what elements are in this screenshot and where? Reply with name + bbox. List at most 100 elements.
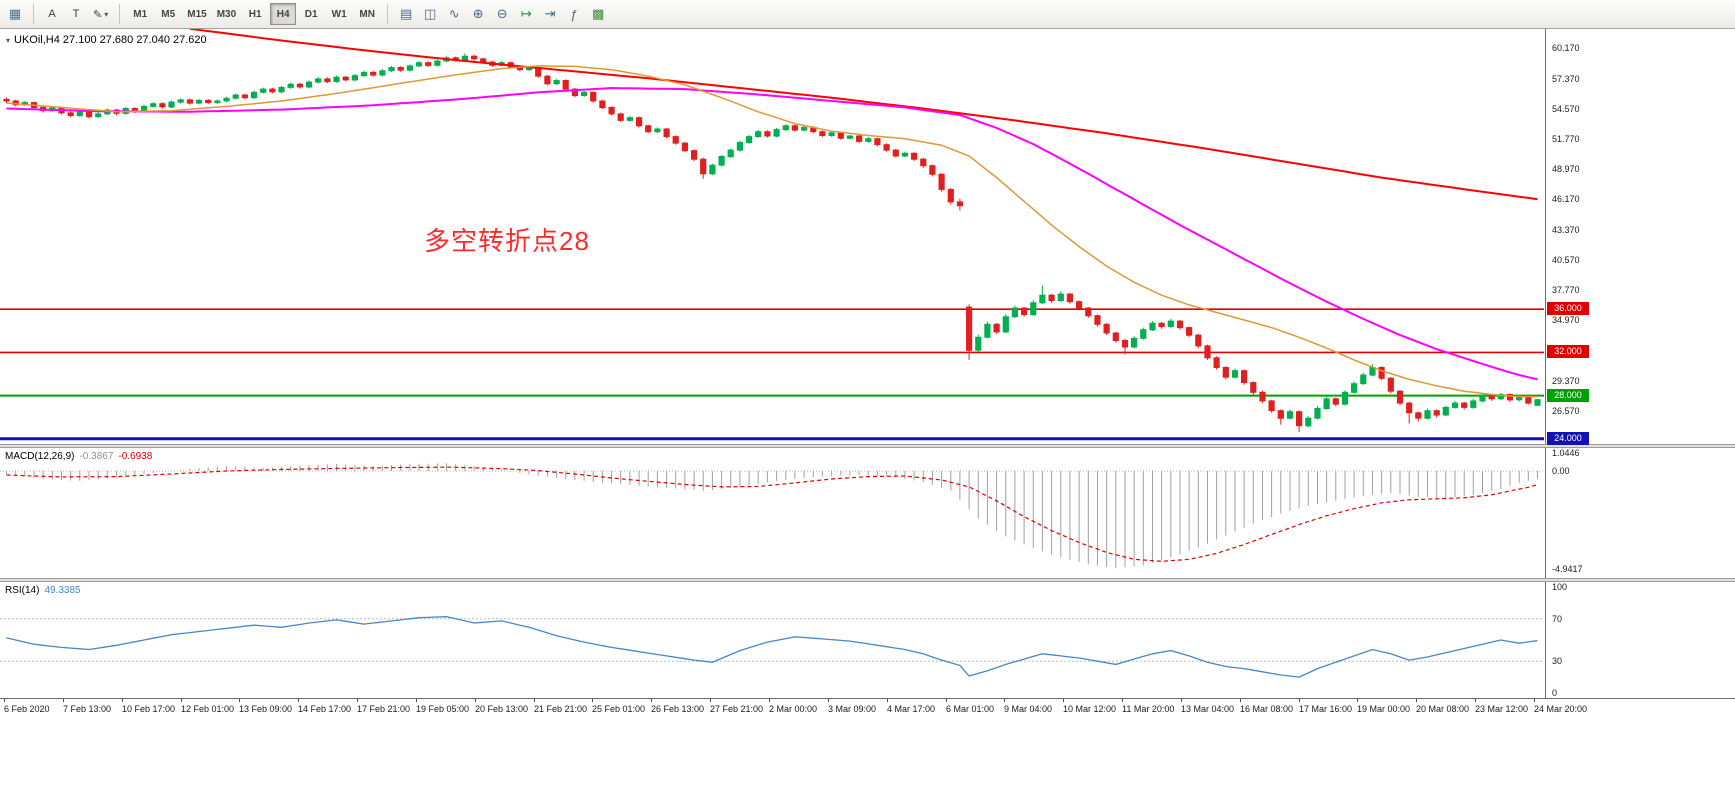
chart-ohlc-label: ▾ UKOil,H4 27.100 27.680 27.040 27.620 (6, 34, 207, 46)
time-axis-tick (181, 699, 182, 702)
price-chart-panel[interactable]: ▾ UKOil,H4 27.100 27.680 27.040 27.620 多… (0, 29, 1735, 445)
timeframe-m1[interactable]: M1 (127, 3, 153, 25)
zoom-out-icon[interactable]: ⊖ (491, 3, 513, 25)
auto-scroll-icon[interactable]: ↦ (515, 3, 537, 25)
ma-fast-orange[interactable] (6, 65, 1538, 398)
time-axis-label: 10 Mar 12:00 (1063, 704, 1117, 714)
time-axis-label: 14 Feb 17:00 (298, 704, 352, 714)
rsi-name: RSI(14) (5, 585, 40, 596)
collapse-arrow-icon[interactable]: ▾ (6, 35, 11, 45)
panel-splitter[interactable] (0, 578, 1735, 582)
chart-annotation-text[interactable]: 多空转折点28 (424, 226, 590, 256)
ma-mid-magenta[interactable] (6, 86, 1538, 381)
time-axis-label: 7 Feb 13:00 (63, 704, 112, 714)
text-tool-button[interactable]: T (65, 3, 87, 25)
timeframe-h1[interactable]: H1 (242, 3, 268, 25)
zoom-in-icon[interactable]: ⊕ (467, 3, 489, 25)
time-axis-tick (946, 699, 947, 702)
time-axis-label: 13 Feb 09:00 (239, 704, 293, 714)
time-axis-label: 24 Mar 20:00 (1534, 704, 1588, 714)
rsi-scale-label: 0 (1552, 688, 1558, 698)
price-scale-label: 43.370 (1552, 224, 1580, 235)
timeframe-w1[interactable]: W1 (326, 3, 352, 25)
price-chart-canvas[interactable] (0, 29, 1544, 444)
price-scale-label: 26.570 (1552, 405, 1580, 416)
price-scale-label: 54.570 (1552, 103, 1580, 114)
macd-scale[interactable]: 1.0446 0.00 -4.9417 (1545, 448, 1735, 578)
time-axis-label: 27 Feb 21:00 (710, 704, 764, 714)
time-axis[interactable]: 6 Feb 2020 7 Feb 13:00 10 Feb 17:00 12 Feb … (0, 698, 1735, 721)
rsi-scale-label: 30 (1552, 656, 1563, 667)
macd-scale-label: 1.0446 (1552, 448, 1580, 458)
time-axis-tick (1416, 699, 1417, 702)
toolbar-separator (387, 4, 389, 24)
price-scale-label: 57.370 (1552, 73, 1580, 84)
horizontal-level-lines[interactable] (0, 308, 1544, 441)
macd-signal-line[interactable] (6, 466, 1538, 562)
time-axis-label: 26 Feb 13:00 (651, 704, 705, 714)
rsi-panel[interactable]: RSI(14) 49.3385 100 70 30 0 (0, 582, 1735, 698)
time-axis-tick (63, 699, 64, 702)
price-line-badge-28.000: 28.000 (1547, 389, 1589, 402)
time-axis-label: 17 Feb 21:00 (357, 704, 411, 714)
macd-label: MACD(12,26,9) -0.3867 -0.6938 (5, 451, 152, 462)
price-scale-label: 40.570 (1552, 254, 1580, 265)
timeframe-d1[interactable]: D1 (298, 3, 324, 25)
macd-signal-value: -0.6938 (118, 451, 153, 462)
rsi-line[interactable] (6, 616, 1538, 678)
time-axis-tick (1181, 699, 1182, 702)
time-axis-tick (239, 699, 240, 702)
time-axis-tick (1534, 699, 1535, 702)
time-axis-label: 6 Mar 01:00 (946, 704, 995, 714)
drawing-tools-dropdown[interactable]: ✎ ▾ (89, 3, 112, 25)
symbol-ohlc-text: UKOil,H4 27.100 27.680 27.040 27.620 (14, 34, 207, 46)
price-scale[interactable]: 36.000 32.000 28.000 24.000 60.170 57.370 54.5… (1545, 29, 1735, 445)
macd-panel[interactable]: MACD(12,26,9) -0.3867 -0.6938 1.0446 0.00 -4… (0, 448, 1735, 578)
price-scale-label: 29.370 (1552, 375, 1580, 386)
time-axis-label: 13 Mar 04:00 (1181, 704, 1235, 714)
rsi-scale-label: 100 (1552, 582, 1568, 592)
time-axis-tick (475, 699, 476, 702)
time-axis-label: 4 Mar 17:00 (887, 704, 936, 714)
time-axis-label: 3 Mar 09:00 (828, 704, 877, 714)
time-axis-tick (592, 699, 593, 702)
candlestick-chart-icon[interactable]: ◫ (419, 3, 441, 25)
price-scale-label: 34.970 (1552, 315, 1580, 326)
market-watch-icon[interactable]: ▦ (4, 3, 26, 25)
time-axis-tick (887, 699, 888, 702)
time-axis-label: 16 Mar 08:00 (1240, 704, 1294, 714)
price-scale-label: 48.970 (1552, 164, 1580, 175)
time-axis-label: 12 Feb 01:00 (181, 704, 235, 714)
rsi-scale[interactable]: 100 70 30 0 (1545, 582, 1735, 698)
chevron-down-icon: ▾ (104, 9, 109, 19)
ma-slow-red[interactable] (189, 29, 1538, 201)
line-chart-icon[interactable]: ∿ (443, 3, 465, 25)
time-axis-tick (4, 699, 5, 702)
time-axis-label: 6 Feb 2020 (4, 704, 50, 714)
macd-histogram (6, 463, 1538, 569)
time-axis-tick (534, 699, 535, 702)
toolbar: ▦ A T ✎ ▾ M1 M5 M15 M30 H1 H4 D1 W1 MN ▤ ◫ ∿ ⊕ ⊖ ↦ ⇥ ƒ ▩ (0, 0, 1735, 29)
timeframe-mn[interactable]: MN (354, 3, 380, 25)
rsi-canvas[interactable] (0, 582, 1544, 698)
chart-shift-icon[interactable]: ⇥ (539, 3, 561, 25)
grid-icon[interactable]: ▩ (587, 3, 609, 25)
timeframe-m15[interactable]: M15 (183, 3, 210, 25)
toolbar-separator (119, 4, 121, 24)
time-axis-tick (122, 699, 123, 702)
rsi-value: 49.3385 (44, 585, 81, 596)
candles-group (3, 53, 1541, 433)
timeframe-h4[interactable]: H4 (270, 3, 297, 25)
timeframe-m5[interactable]: M5 (155, 3, 181, 25)
macd-canvas[interactable] (0, 448, 1544, 578)
timeframe-m30[interactable]: M30 (213, 3, 240, 25)
arrow-tool-button[interactable]: A (41, 3, 63, 25)
bar-chart-icon[interactable]: ▤ (395, 3, 417, 25)
time-axis-tick (828, 699, 829, 702)
panel-splitter[interactable] (0, 444, 1735, 448)
chart-tools-group: ▤ ◫ ∿ ⊕ ⊖ ↦ ⇥ ƒ ▩ (395, 3, 609, 25)
macd-name: MACD(12,26,9) (5, 451, 75, 462)
indicators-icon[interactable]: ƒ (563, 3, 585, 25)
price-line-badge-32.000: 32.000 (1547, 345, 1589, 358)
